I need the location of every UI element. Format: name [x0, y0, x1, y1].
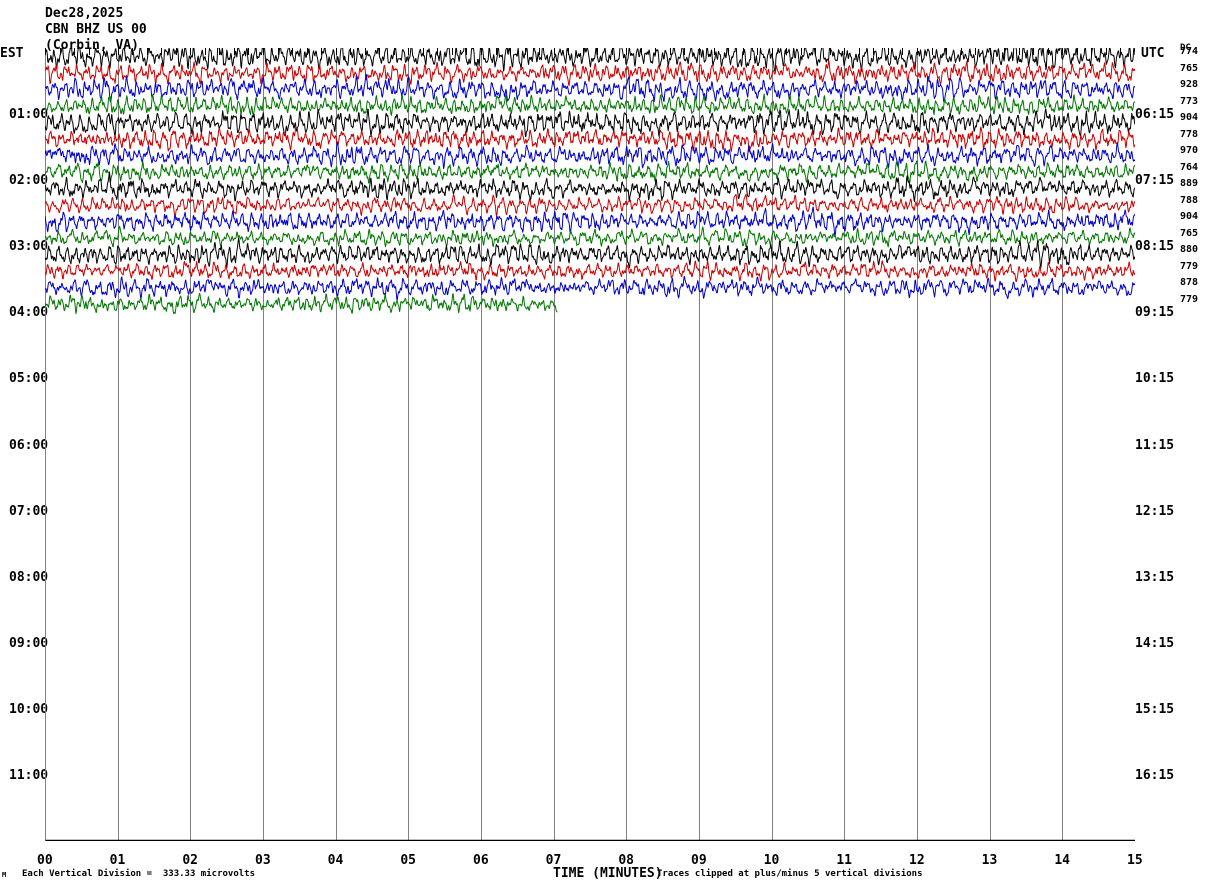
x-tick-15: 15 — [1127, 853, 1143, 868]
left-time-tick-05-00: 05:00 — [9, 371, 49, 387]
right-time-tick-14-15: 14:15 — [1135, 635, 1175, 651]
dc-value: 779 — [1180, 293, 1199, 305]
left-time-tick-01-00: 01:00 — [9, 107, 49, 123]
dc-value: 779 — [1180, 260, 1199, 272]
x-tick-04: 04 — [327, 853, 344, 868]
left-timezone-label: EST — [0, 46, 24, 61]
left-time-tick-06-00: 06:00 — [9, 437, 49, 453]
seismic-trace — [45, 160, 1135, 185]
right-time-tick-11-15: 11:15 — [1135, 437, 1175, 453]
seismic-trace — [45, 126, 1135, 153]
right-time-tick-15-15: 15:15 — [1135, 701, 1175, 717]
left-time-tick-09-00: 09:00 — [9, 635, 49, 651]
seismogram-plot — [45, 48, 1135, 841]
x-tick-00: 00 — [37, 853, 53, 868]
x-tick-13: 13 — [981, 853, 998, 868]
dc-value: 889 — [1180, 178, 1199, 190]
seismic-trace — [45, 193, 1135, 217]
seismic-trace — [45, 276, 1135, 301]
grid-lines — [45, 48, 1063, 841]
left-time-tick-04-00: 04:00 — [9, 305, 49, 321]
x-tick-10: 10 — [763, 853, 780, 868]
clipping-note: Traces clipped at plus/minus 5 vertical … — [657, 869, 923, 879]
seismic-trace — [45, 93, 1135, 116]
left-time-tick-08-00: 08:00 — [9, 569, 49, 585]
dc-value: 880 — [1180, 244, 1199, 256]
right-time-tick-08-15: 08:15 — [1135, 239, 1175, 255]
right-time-tick-09-15: 09:15 — [1135, 305, 1175, 321]
seismic-trace — [45, 74, 1135, 103]
right-time-tick-13-15: 13:15 — [1135, 569, 1175, 585]
left-time-tick-11-00: 11:00 — [9, 767, 49, 783]
dc-value: 765 — [1180, 62, 1199, 74]
x-tick-07: 07 — [545, 853, 562, 868]
right-time-tick-12-15: 12:15 — [1135, 503, 1175, 519]
x-tick-14: 14 — [1054, 853, 1070, 868]
seismic-trace — [45, 48, 1135, 72]
seismic-trace — [45, 60, 1135, 87]
x-tick-08: 08 — [618, 853, 634, 868]
right-time-tick-10-15: 10:15 — [1135, 371, 1175, 387]
vertical-division-note: Each Vertical Division = 333.33 microvol… — [22, 869, 255, 879]
x-tick-11: 11 — [836, 853, 852, 868]
dc-value: 788 — [1180, 194, 1199, 206]
dc-value: 878 — [1180, 277, 1199, 289]
seismic-trace — [45, 206, 1135, 237]
plot-frame — [45, 48, 1135, 841]
right-time-tick-16-15: 16:15 — [1135, 767, 1175, 783]
header-station-code: CBN BHZ US 00 — [45, 22, 147, 37]
x-tick-06: 06 — [473, 853, 489, 868]
x-tick-09: 09 — [691, 853, 707, 868]
corner-mark: M — [2, 871, 7, 879]
seismic-trace — [45, 292, 558, 315]
header-date: Dec28,2025 — [45, 6, 124, 21]
left-time-tick-03-00: 03:00 — [9, 239, 49, 255]
x-tick-01: 01 — [109, 853, 126, 868]
x-tick-05: 05 — [400, 853, 416, 868]
x-axis-title: TIME (MINUTES) — [553, 866, 663, 881]
dc-value: 928 — [1180, 79, 1199, 91]
seismic-trace — [45, 225, 1135, 248]
x-tick-03: 03 — [255, 853, 271, 868]
dc-value: 778 — [1180, 128, 1199, 140]
right-time-tick-06-15: 06:15 — [1135, 107, 1175, 123]
left-time-tick-02-00: 02:00 — [9, 173, 49, 189]
seismic-trace — [45, 108, 1135, 138]
dc-value: 970 — [1180, 145, 1199, 157]
dc-column-header: DC — [1180, 43, 1191, 53]
dc-value: 764 — [1180, 161, 1199, 173]
seismic-trace — [45, 260, 1135, 282]
dc-value: 765 — [1180, 227, 1199, 239]
x-tick-02: 02 — [182, 853, 198, 868]
seismic-trace — [45, 141, 1135, 170]
trace-group — [45, 48, 1135, 315]
dc-value: 904 — [1180, 211, 1199, 223]
left-time-tick-10-00: 10:00 — [9, 701, 49, 717]
x-tick-12: 12 — [909, 853, 925, 868]
dc-value: 904 — [1180, 112, 1199, 124]
left-time-tick-07-00: 07:00 — [9, 503, 49, 519]
dc-value: 774 — [1180, 46, 1199, 57]
dc-value: 773 — [1180, 95, 1199, 107]
seismic-trace — [45, 171, 1135, 203]
right-time-tick-07-15: 07:15 — [1135, 173, 1175, 189]
right-timezone-label: UTC — [1141, 46, 1165, 61]
